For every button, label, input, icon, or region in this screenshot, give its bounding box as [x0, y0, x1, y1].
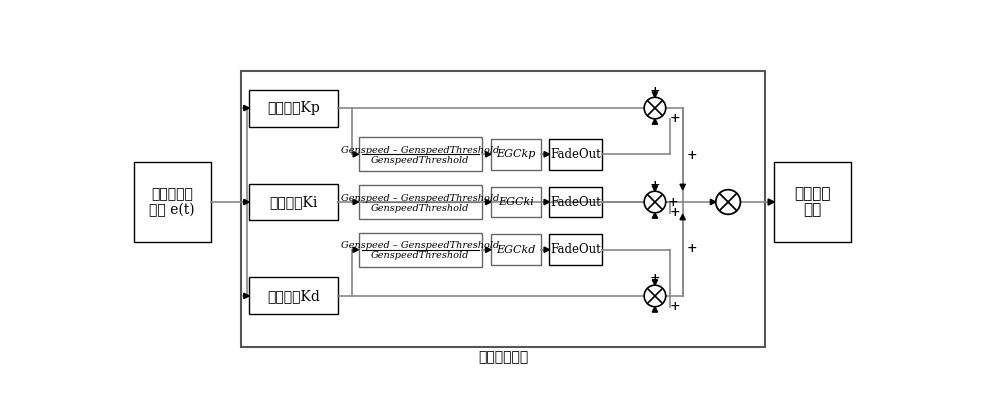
Bar [549, 186, 602, 218]
Bar [358, 137, 482, 171]
Polygon shape [680, 214, 685, 220]
Bar [491, 234, 541, 265]
Text: Genspeed – GenspeedThreshold: Genspeed – GenspeedThreshold [341, 146, 499, 155]
Bar [241, 71, 765, 347]
Polygon shape [680, 184, 685, 190]
Polygon shape [244, 293, 249, 299]
Text: 发电机转速
偏差 e(t): 发电机转速 偏差 e(t) [149, 187, 195, 217]
Polygon shape [244, 105, 249, 111]
Circle shape [644, 191, 666, 213]
Text: +: + [670, 112, 680, 125]
Text: EGCkp: EGCkp [496, 149, 536, 159]
Text: +: + [687, 242, 697, 256]
Text: Genspeed – GenspeedThreshold: Genspeed – GenspeedThreshold [341, 194, 499, 203]
Text: EGCki: EGCki [498, 197, 534, 207]
Bar [249, 278, 338, 314]
Text: 比例单元Kp: 比例单元Kp [267, 101, 320, 115]
Text: GenspeedThreshold: GenspeedThreshold [371, 252, 469, 260]
Text: +: + [668, 196, 679, 208]
Text: FadeOut: FadeOut [550, 243, 601, 256]
Circle shape [644, 97, 666, 119]
Polygon shape [486, 152, 491, 157]
Bar [358, 185, 482, 219]
Text: +: + [670, 300, 680, 313]
Text: 变桨执行
机构: 变桨执行 机构 [795, 187, 831, 217]
Polygon shape [486, 199, 491, 205]
Text: 积分单元Ki: 积分单元Ki [269, 195, 318, 209]
Polygon shape [652, 213, 658, 218]
Bar [774, 162, 851, 242]
Text: EGCkd: EGCkd [496, 245, 536, 255]
Text: +: + [650, 85, 660, 98]
Text: Genspeed – GenspeedThreshold: Genspeed – GenspeedThreshold [341, 241, 499, 250]
Text: 阵风控制修正: 阵风控制修正 [478, 350, 528, 364]
Text: GenspeedThreshold: GenspeedThreshold [371, 156, 469, 165]
Polygon shape [652, 92, 658, 97]
Text: +: + [670, 206, 680, 219]
Text: +: + [687, 148, 697, 162]
Polygon shape [486, 247, 491, 252]
Bar [249, 90, 338, 126]
Polygon shape [652, 280, 658, 285]
Circle shape [644, 285, 666, 307]
Text: GenspeedThreshold: GenspeedThreshold [371, 204, 469, 213]
Polygon shape [710, 199, 716, 205]
Text: +: + [650, 178, 660, 192]
Polygon shape [652, 119, 658, 124]
Polygon shape [244, 199, 249, 205]
Bar [358, 233, 482, 267]
Polygon shape [353, 199, 358, 205]
Bar [249, 184, 338, 220]
Polygon shape [544, 152, 549, 157]
Bar [134, 162, 211, 242]
Text: +: + [650, 272, 660, 286]
Polygon shape [768, 199, 774, 205]
Circle shape [716, 190, 740, 214]
Bar [491, 186, 541, 218]
Text: FadeOut: FadeOut [550, 148, 601, 161]
Bar [491, 139, 541, 170]
Polygon shape [353, 247, 358, 252]
Text: 微分单元Kd: 微分单元Kd [267, 289, 320, 303]
Polygon shape [353, 152, 358, 157]
Bar [549, 234, 602, 265]
Text: FadeOut: FadeOut [550, 196, 601, 208]
Bar [549, 139, 602, 170]
Polygon shape [544, 199, 549, 205]
Polygon shape [544, 247, 549, 252]
Polygon shape [652, 307, 658, 312]
Polygon shape [652, 186, 658, 191]
